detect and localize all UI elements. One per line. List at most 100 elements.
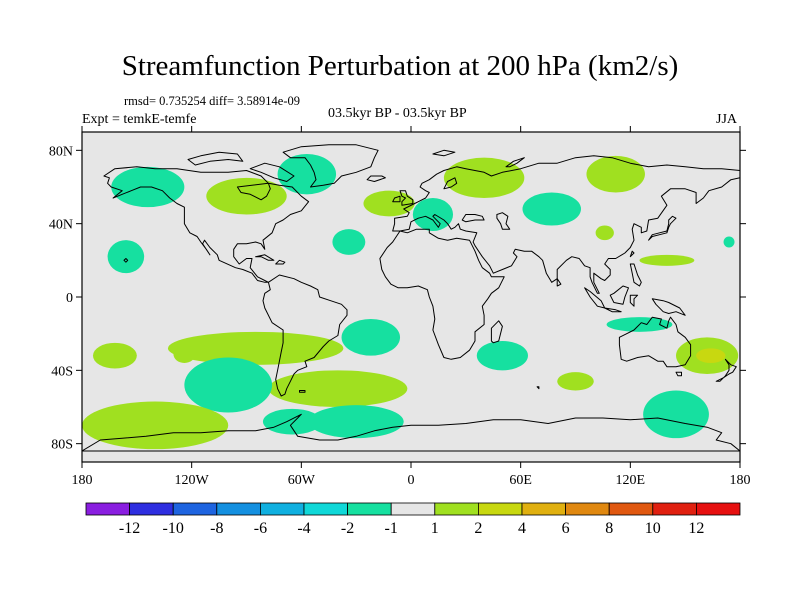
colorbar-box-8: [434, 502, 479, 516]
x-tick-label: 120W: [175, 473, 210, 488]
colorbar-box-11: [565, 502, 610, 516]
anomaly-region-19: [82, 401, 229, 450]
coastline-sulawesi: [629, 294, 639, 307]
coastline-ireland: [392, 195, 401, 203]
coastline-sri-lanka: [556, 278, 562, 287]
colorbar-box-2: [172, 502, 218, 516]
experiment-label: Expt = temkE-temfe: [82, 112, 197, 127]
x-tick-label: 180: [72, 473, 93, 488]
coastline-hispaniola: [275, 259, 286, 265]
anomaly-regions: [82, 154, 739, 450]
anomaly-region-21: [308, 405, 404, 439]
anomaly-region-4: [443, 157, 525, 198]
coastline-japan: [648, 215, 677, 241]
anomaly-region-26: [696, 348, 726, 363]
anomaly-region-14: [167, 331, 344, 365]
coastline-australia: [618, 316, 692, 368]
colorbar-box-1: [129, 502, 174, 516]
anomaly-region-10: [723, 236, 735, 248]
coastline-africa: [379, 228, 505, 360]
x-tick-label: 60W: [288, 473, 316, 488]
coastlines: [82, 144, 740, 452]
y-tick-label: 40S: [51, 364, 73, 379]
anomaly-region-7: [522, 192, 581, 226]
coastline-new-zealand: [715, 358, 737, 382]
colorbar-box-4: [259, 502, 305, 516]
coastline-black-sea: [461, 214, 485, 223]
y-tick-label: 80S: [51, 438, 73, 453]
colorbar-label: -2: [341, 520, 354, 537]
anomaly-region-24: [557, 372, 594, 391]
colorbar-label: -4: [297, 520, 310, 537]
coastline-new-guinea: [651, 298, 686, 316]
coastline-borneo: [609, 285, 629, 305]
coastline-cuba: [255, 254, 275, 261]
coastline-novaya-zemlya: [505, 157, 525, 168]
colorbar-label: 1: [431, 520, 439, 537]
anomaly-region-3: [363, 190, 415, 217]
x-tick-label: 180: [730, 473, 751, 488]
anomaly-region-16: [184, 357, 273, 413]
colorbar-label: -8: [210, 520, 223, 537]
colorbar-box-6: [347, 502, 392, 516]
colorbar-label: -10: [163, 520, 184, 537]
chart-title: Streamfunction Perturbation at 200 hPa (…: [121, 50, 679, 82]
x-tick-label: 120E: [616, 473, 646, 488]
colorbar-label: -12: [119, 520, 140, 537]
colorbar-label: 12: [688, 520, 704, 537]
colorbar-label: 2: [474, 520, 482, 537]
coastline-south-america: [262, 274, 348, 397]
anomaly-region-18: [173, 344, 196, 364]
anomaly-region-15: [268, 370, 408, 407]
coastline-scandinavia-gulf: [443, 177, 458, 190]
colorbar-box-5: [303, 502, 348, 516]
colorbar-box-14: [696, 502, 741, 516]
colorbar-box-7: [390, 502, 436, 516]
anomaly-region-27: [643, 390, 709, 439]
anomaly-region-2: [277, 154, 337, 195]
season-label: JJA: [716, 112, 738, 127]
colorbar-box-9: [477, 502, 523, 516]
x-tick-label: 60E: [509, 473, 532, 488]
coastline-greenland: [282, 144, 379, 188]
coastline-north-america: [103, 166, 310, 283]
rmsd-stats: rmsd= 0.735254 diff= 3.58914e-09: [124, 94, 301, 108]
coastline-tasmania: [675, 371, 682, 377]
y-tick-label: 80N: [49, 144, 73, 159]
colorbar-label: 8: [605, 520, 613, 537]
anomaly-region-5: [412, 198, 454, 231]
colorbar-label: 4: [518, 520, 526, 537]
coastline-java: [604, 307, 622, 313]
coastline-arctic-islands: [187, 151, 244, 166]
anomaly-region-6: [586, 155, 645, 193]
anomaly-region-20: [262, 408, 322, 435]
colorbar: -12 -10 -8 -6 -4 -2 -1 1 2 4 6 8 10 12: [85, 502, 741, 537]
anomaly-region-8: [595, 225, 614, 241]
x-axis: 180 120W 60W 0 60E 120E 180: [72, 126, 751, 488]
x-tick-label: 0: [408, 473, 415, 488]
colorbar-box-3: [216, 502, 261, 516]
coastline-madagascar: [490, 320, 503, 344]
coastline-eurasia: [392, 155, 740, 294]
colorbar-label: 10: [645, 520, 661, 537]
anomaly-region-9: [639, 254, 695, 266]
anomaly-region-22: [476, 341, 528, 371]
coastline-iceland: [366, 175, 386, 182]
colorbar-box-12: [608, 502, 654, 516]
coastline-hawaii: [123, 258, 129, 263]
coastline-falklands: [299, 390, 306, 393]
colorbar-box-13: [652, 502, 697, 516]
anomaly-region-13: [341, 319, 401, 356]
y-tick-label: 0: [66, 291, 73, 306]
coastline-uk: [399, 190, 414, 206]
anomaly-region-11: [107, 240, 145, 274]
coastline-svalbard: [432, 149, 456, 157]
y-axis: 80N 40N 0 40S 80S: [49, 144, 746, 453]
colorbar-box-10: [521, 502, 566, 516]
colorbar-label: -6: [254, 520, 267, 537]
colorbar-box-0: [85, 502, 130, 516]
anomaly-region-12: [332, 229, 366, 255]
coastline-antarctica: [82, 413, 740, 452]
coastline-baffin: [249, 162, 295, 182]
